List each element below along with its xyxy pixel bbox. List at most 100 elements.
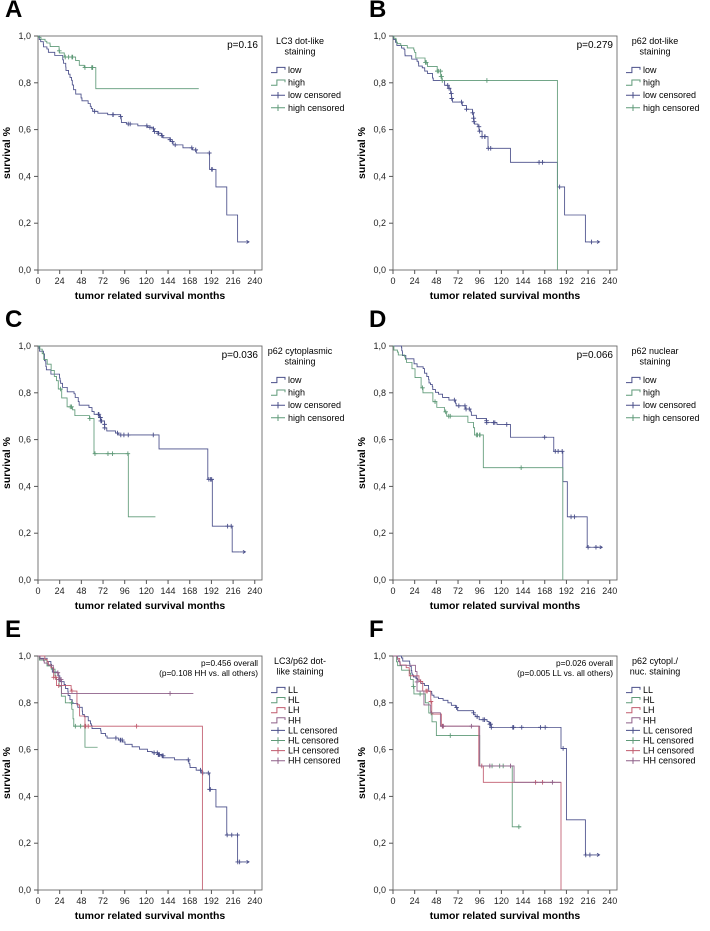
svg-text:192: 192 — [559, 586, 574, 596]
svg-text:(p=0.005 LL vs. all others): (p=0.005 LL vs. all others) — [517, 668, 613, 678]
svg-text:0,0: 0,0 — [18, 265, 31, 275]
svg-text:120: 120 — [494, 896, 509, 906]
svg-text:0: 0 — [35, 276, 40, 286]
svg-text:0,2: 0,2 — [18, 838, 31, 848]
svg-text:96: 96 — [120, 586, 130, 596]
svg-text:survival %: survival % — [356, 436, 368, 489]
svg-text:240: 240 — [602, 896, 617, 906]
svg-text:survival %: survival % — [1, 746, 13, 799]
svg-text:1,0: 1,0 — [373, 651, 386, 661]
svg-text:48: 48 — [431, 896, 441, 906]
svg-text:72: 72 — [98, 896, 108, 906]
svg-text:HH censored: HH censored — [288, 756, 341, 766]
svg-text:tumor related survival months: tumor related survival months — [430, 290, 581, 302]
svg-text:high: high — [643, 388, 660, 398]
svg-text:low: low — [288, 65, 302, 75]
svg-text:192: 192 — [204, 276, 219, 286]
svg-text:96: 96 — [475, 586, 485, 596]
svg-text:120: 120 — [139, 896, 154, 906]
svg-text:0,4: 0,4 — [373, 481, 386, 491]
svg-text:192: 192 — [204, 896, 219, 906]
svg-text:0,0: 0,0 — [373, 265, 386, 275]
svg-text:0: 0 — [390, 586, 395, 596]
svg-text:LH: LH — [643, 705, 655, 715]
svg-text:LL: LL — [643, 685, 653, 695]
svg-text:0,4: 0,4 — [373, 791, 386, 801]
svg-text:24: 24 — [410, 896, 420, 906]
svg-text:72: 72 — [453, 276, 463, 286]
svg-text:0,8: 0,8 — [373, 388, 386, 398]
svg-text:HL: HL — [288, 695, 300, 705]
svg-text:LH: LH — [288, 705, 300, 715]
svg-text:high censored: high censored — [643, 103, 700, 113]
svg-text:144: 144 — [516, 276, 531, 286]
svg-text:LH censored: LH censored — [288, 746, 339, 756]
svg-text:1,0: 1,0 — [373, 341, 386, 351]
svg-text:0,6: 0,6 — [18, 435, 31, 445]
svg-text:96: 96 — [475, 896, 485, 906]
svg-text:1,0: 1,0 — [373, 31, 386, 41]
svg-text:staining: staining — [284, 47, 315, 57]
svg-text:0,2: 0,2 — [18, 218, 31, 228]
svg-text:0,6: 0,6 — [18, 745, 31, 755]
svg-text:p62 nuclear: p62 nuclear — [631, 346, 678, 356]
svg-text:48: 48 — [76, 276, 86, 286]
svg-text:0,6: 0,6 — [373, 125, 386, 135]
svg-text:216: 216 — [581, 276, 596, 286]
svg-text:216: 216 — [226, 276, 241, 286]
svg-text:LL: LL — [288, 685, 298, 695]
svg-text:HH censored: HH censored — [643, 756, 696, 766]
svg-text:192: 192 — [204, 586, 219, 596]
svg-text:staining: staining — [639, 47, 670, 57]
svg-text:LL censored: LL censored — [643, 725, 692, 735]
svg-text:168: 168 — [537, 586, 552, 596]
svg-text:low: low — [288, 375, 302, 385]
svg-text:HL: HL — [643, 695, 655, 705]
svg-text:0,8: 0,8 — [373, 698, 386, 708]
svg-text:48: 48 — [76, 586, 86, 596]
svg-text:0,8: 0,8 — [18, 388, 31, 398]
svg-text:low: low — [643, 375, 657, 385]
svg-text:240: 240 — [602, 276, 617, 286]
svg-text:216: 216 — [581, 586, 596, 596]
svg-text:0,4: 0,4 — [373, 171, 386, 181]
svg-text:tumor related survival months: tumor related survival months — [430, 910, 581, 922]
svg-text:high censored: high censored — [288, 413, 345, 423]
svg-text:LL censored: LL censored — [288, 725, 337, 735]
svg-text:high censored: high censored — [643, 413, 700, 423]
svg-text:0,4: 0,4 — [18, 171, 31, 181]
svg-text:tumor related survival months: tumor related survival months — [75, 600, 226, 612]
svg-text:0,6: 0,6 — [373, 435, 386, 445]
svg-text:240: 240 — [602, 586, 617, 596]
svg-text:survival %: survival % — [356, 126, 368, 179]
svg-text:low censored: low censored — [288, 400, 341, 410]
svg-text:survival %: survival % — [1, 436, 13, 489]
svg-text:168: 168 — [182, 586, 197, 596]
svg-text:0: 0 — [35, 896, 40, 906]
svg-text:LC3/p62 dot-: LC3/p62 dot- — [274, 656, 326, 666]
svg-text:tumor related survival months: tumor related survival months — [75, 290, 226, 302]
svg-text:survival %: survival % — [1, 126, 13, 179]
svg-text:LC3 dot-like: LC3 dot-like — [276, 36, 324, 46]
svg-text:144: 144 — [161, 276, 176, 286]
svg-text:144: 144 — [516, 586, 531, 596]
svg-text:120: 120 — [494, 276, 509, 286]
svg-text:0,0: 0,0 — [18, 575, 31, 585]
svg-text:24: 24 — [410, 276, 420, 286]
svg-text:96: 96 — [120, 276, 130, 286]
svg-text:0: 0 — [390, 276, 395, 286]
svg-text:0,6: 0,6 — [373, 745, 386, 755]
svg-text:0,6: 0,6 — [18, 125, 31, 135]
svg-text:0,4: 0,4 — [18, 481, 31, 491]
svg-text:p62 cytopl./: p62 cytopl./ — [632, 656, 679, 666]
svg-text:72: 72 — [98, 276, 108, 286]
svg-text:p=0.279: p=0.279 — [577, 40, 614, 51]
svg-text:48: 48 — [431, 276, 441, 286]
svg-text:HL censored: HL censored — [643, 736, 694, 746]
svg-text:0: 0 — [35, 586, 40, 596]
svg-text:high censored: high censored — [288, 103, 345, 113]
svg-text:0,2: 0,2 — [373, 838, 386, 848]
svg-text:low censored: low censored — [288, 90, 341, 100]
svg-text:0,0: 0,0 — [373, 575, 386, 585]
svg-text:high: high — [288, 388, 305, 398]
